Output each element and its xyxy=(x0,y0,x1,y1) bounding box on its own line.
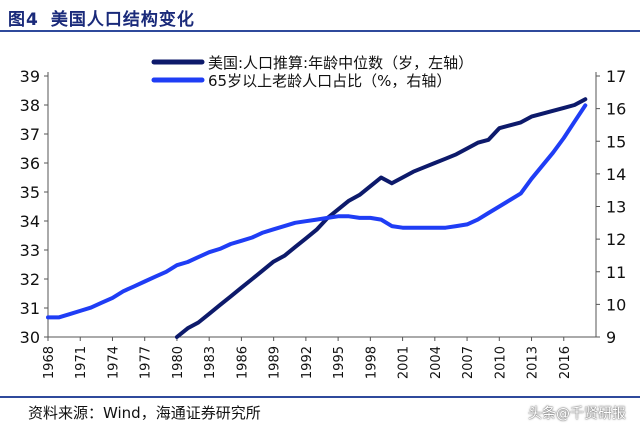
x-tick-label: 2013 xyxy=(526,346,541,379)
figure-title-text: 美国人口结构变化 xyxy=(50,10,195,30)
y-right-tick-label: 9 xyxy=(606,328,616,347)
x-tick-label: 1968 xyxy=(42,346,57,379)
series-line-elderly-share xyxy=(46,103,588,320)
x-tick-label: 1986 xyxy=(235,346,250,379)
x-tick-label: 1992 xyxy=(300,346,315,379)
y-left-tick-label: 37 xyxy=(20,125,40,144)
y-right-tick-label: 15 xyxy=(606,132,626,151)
y-left-tick-label: 35 xyxy=(20,183,40,202)
x-tick-label: 2001 xyxy=(397,346,412,379)
y-right-tick-label: 12 xyxy=(606,230,626,249)
series-line-median-age xyxy=(174,97,588,339)
y-left-tick-label: 34 xyxy=(20,212,40,231)
watermark: 头条@千贤研报 xyxy=(528,406,626,422)
y-left-tick-label: 36 xyxy=(20,154,40,173)
y-right-tick-label: 16 xyxy=(606,100,626,119)
y-right-tick-label: 17 xyxy=(606,67,626,86)
figure-label: 图4 xyxy=(8,10,39,30)
chart-legend: 美国:人口推算:年龄中位数（岁，左轴）65岁以上老龄人口占比（%，右轴） xyxy=(151,54,473,90)
x-tick-label: 2004 xyxy=(429,346,444,379)
top-rule xyxy=(0,30,640,32)
line-chart: 30 31 32 33 34 35 36 37 38 39 9 10 11 12 13 14 15 16 17 196… xyxy=(20,54,627,379)
x-tick-label: 1980 xyxy=(171,346,186,379)
y-left-tick-label: 39 xyxy=(20,67,40,86)
x-tick-label: 1998 xyxy=(364,346,379,379)
y-right-tick-label: 13 xyxy=(606,198,626,217)
y-right-tick-label: 11 xyxy=(606,263,626,282)
y-left-tick-label: 32 xyxy=(20,270,40,289)
y-left-tick-label: 38 xyxy=(20,96,40,115)
x-tick-label: 1977 xyxy=(139,346,154,379)
legend-label-elderly-share: 65岁以上老龄人口占比（%，右轴） xyxy=(208,72,451,90)
x-tick-label: 2016 xyxy=(558,346,573,379)
y-left-tick-label: 33 xyxy=(20,241,40,260)
x-tick-label: 2007 xyxy=(461,346,476,379)
bottom-rule xyxy=(0,396,640,398)
x-tick-label: 1989 xyxy=(268,346,283,379)
legend-label-median-age: 美国:人口推算:年龄中位数（岁，左轴） xyxy=(208,54,473,72)
x-tick-label: 1983 xyxy=(203,346,218,379)
x-tick-label: 1995 xyxy=(332,346,347,379)
y-left-tick-label: 31 xyxy=(20,299,40,318)
x-tick-label: 2010 xyxy=(493,346,508,379)
chart-series xyxy=(46,97,588,339)
figure-title: 图4 美国人口结构变化 xyxy=(8,5,195,30)
x-tick-label: 1974 xyxy=(106,346,121,379)
y-left-tick-label: 30 xyxy=(20,328,40,347)
x-tick-label: 1971 xyxy=(74,346,89,379)
y-right-tick-label: 10 xyxy=(606,295,626,314)
chart-axes: 30 31 32 33 34 35 36 37 38 39 9 10 11 12 13 14 15 16 17 196… xyxy=(20,67,627,379)
y-right-tick-label: 14 xyxy=(606,165,626,184)
source-note: 资料来源：Wind，海通证券研究所 xyxy=(28,404,261,422)
